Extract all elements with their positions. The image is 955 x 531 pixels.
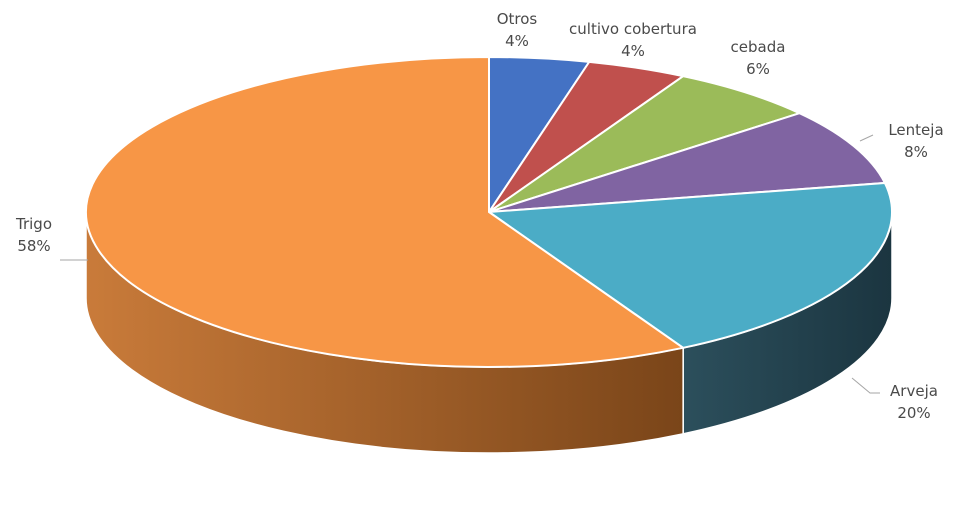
slice-labels: Otros 4% cultivo cobertura 4% cebada 6% Lentej…: [15, 10, 944, 422]
value-label-otros: 4%: [505, 32, 529, 50]
label-arveja: Arveja: [890, 382, 938, 400]
label-otros: Otros: [497, 10, 538, 28]
slice-trigo: [85, 55, 686, 368]
label-cebada: cebada: [731, 38, 786, 56]
label-cultivo-cobertura: cultivo cobertura: [569, 20, 697, 38]
value-label-arveja: 20%: [897, 404, 930, 422]
value-label-cultivo-cobertura: 4%: [621, 42, 645, 60]
value-label-lenteja: 8%: [904, 143, 928, 161]
slice-lenteja: [488, 112, 887, 213]
leader-line-arveja: [851, 377, 880, 394]
slice-arveja: [486, 181, 893, 349]
label-lenteja: Lenteja: [888, 121, 943, 139]
pie-slices: [85, 55, 893, 368]
label-trigo: Trigo: [15, 215, 52, 233]
leader-line-lenteja: [859, 134, 874, 142]
value-label-trigo: 58%: [17, 237, 50, 255]
slice-cebada: [488, 75, 803, 213]
value-label-cebada: 6%: [746, 60, 770, 78]
leader-lines: [60, 134, 880, 394]
